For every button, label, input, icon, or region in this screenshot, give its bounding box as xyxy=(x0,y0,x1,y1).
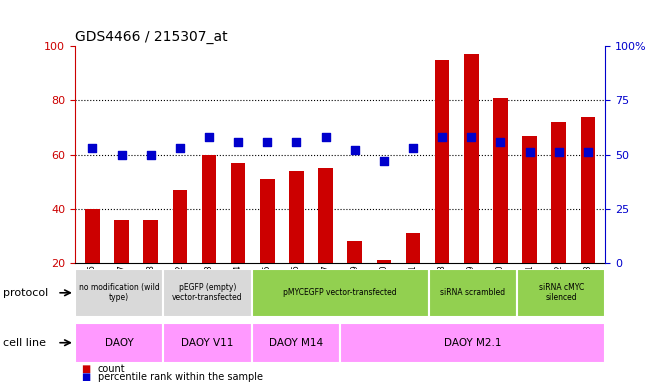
Text: siRNA cMYC
silenced: siRNA cMYC silenced xyxy=(538,283,584,303)
Point xyxy=(291,139,301,145)
Point xyxy=(145,152,156,158)
Text: cell line: cell line xyxy=(3,338,46,348)
Point xyxy=(495,139,506,145)
Point xyxy=(350,147,360,153)
Bar xyxy=(348,242,362,263)
Bar xyxy=(522,136,537,263)
Bar xyxy=(114,220,129,263)
Point xyxy=(204,134,214,140)
Point xyxy=(466,134,477,140)
Point xyxy=(379,158,389,164)
Bar xyxy=(493,98,508,263)
Text: ■: ■ xyxy=(81,364,90,374)
Text: protocol: protocol xyxy=(3,288,49,298)
Text: GDS4466 / 215307_at: GDS4466 / 215307_at xyxy=(75,30,227,44)
Bar xyxy=(318,168,333,263)
Text: pMYCEGFP vector-transfected: pMYCEGFP vector-transfected xyxy=(283,288,397,297)
Bar xyxy=(289,171,304,263)
Bar xyxy=(517,269,605,317)
Bar xyxy=(231,163,245,263)
Text: siRNA scrambled: siRNA scrambled xyxy=(440,288,505,297)
Text: DAOY V11: DAOY V11 xyxy=(182,338,234,348)
Bar xyxy=(376,260,391,263)
Bar xyxy=(85,209,100,263)
Point xyxy=(262,139,273,145)
Bar xyxy=(252,323,340,363)
Bar xyxy=(163,269,252,317)
Text: percentile rank within the sample: percentile rank within the sample xyxy=(98,372,262,382)
Bar xyxy=(252,269,428,317)
Text: count: count xyxy=(98,364,125,374)
Bar xyxy=(173,190,187,263)
Bar xyxy=(340,323,605,363)
Bar xyxy=(75,323,163,363)
Text: DAOY M2.1: DAOY M2.1 xyxy=(444,338,501,348)
Bar xyxy=(435,60,449,263)
Point xyxy=(553,149,564,156)
Bar xyxy=(143,220,158,263)
Bar xyxy=(464,54,478,263)
Bar xyxy=(581,117,595,263)
Text: ■: ■ xyxy=(81,372,90,382)
Bar xyxy=(428,269,517,317)
Text: no modification (wild
type): no modification (wild type) xyxy=(79,283,159,303)
Text: DAOY M14: DAOY M14 xyxy=(269,338,323,348)
Point xyxy=(320,134,331,140)
Point xyxy=(87,145,98,151)
Text: pEGFP (empty)
vector-transfected: pEGFP (empty) vector-transfected xyxy=(173,283,243,303)
Point xyxy=(525,149,535,156)
Point xyxy=(408,145,418,151)
Point xyxy=(174,145,185,151)
Bar xyxy=(551,122,566,263)
Bar xyxy=(202,155,216,263)
Bar xyxy=(260,179,275,263)
Bar xyxy=(163,323,252,363)
Bar xyxy=(75,269,163,317)
Point xyxy=(117,152,127,158)
Bar xyxy=(406,233,421,263)
Point xyxy=(437,134,447,140)
Point xyxy=(583,149,593,156)
Point xyxy=(233,139,243,145)
Text: DAOY: DAOY xyxy=(105,338,133,348)
